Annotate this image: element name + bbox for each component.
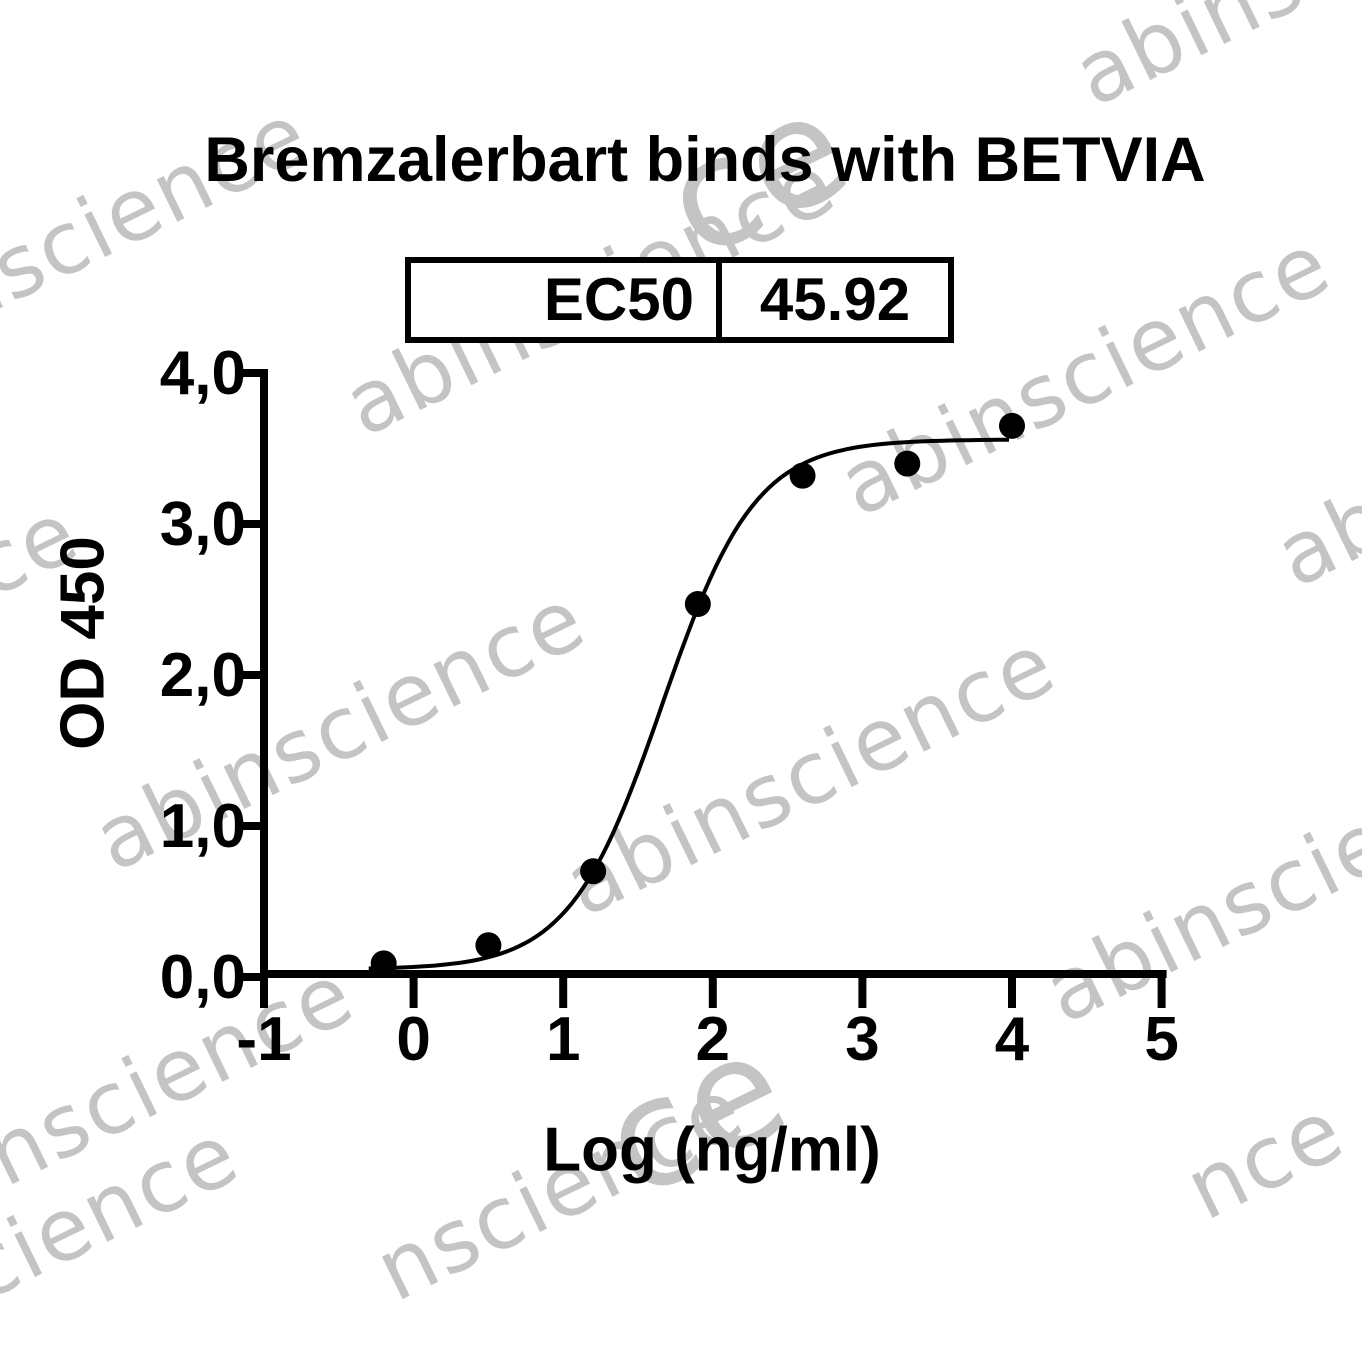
ec50-label: EC50 [543,266,694,333]
x-tick-label: 3 [845,1005,879,1074]
ec50-value-cell: 45.92 [722,263,948,337]
x-tick-label: -1 [236,1005,291,1074]
x-tick-label: 1 [546,1005,580,1074]
y-tick-label: 0,0 [160,943,246,1012]
x-tick-label: 2 [696,1005,730,1074]
x-tick-label: 5 [1144,1005,1178,1074]
dose-response-plot: -1 0 1 2 3 4 5 0,0 1,0 2,0 3,0 4,0 [160,339,1179,1074]
ec50-result-table: EC50 45.92 [405,257,954,343]
y-tick-label: 4,0 [160,339,246,408]
data-point [475,932,502,959]
data-point [370,950,397,977]
chart-layer: Bremzalerbart binds with BETVIA EC50 45.… [49,125,1206,1185]
x-tick-label: 4 [995,1005,1030,1074]
fit-curve [368,437,1010,971]
data-point [580,858,607,885]
data-point [894,450,921,477]
ec50-value: 45.92 [759,266,911,333]
y-tick-label: 1,0 [160,792,246,861]
data-point [789,462,816,489]
data-point [999,412,1025,439]
y-tick-label: 2,0 [160,641,246,710]
y-tick-label: 3,0 [160,490,246,559]
x-axis-title: Log (ng/ml) [543,1115,881,1185]
data-point [684,591,711,618]
ec50-label-cell: EC50 [411,263,722,337]
chart-title: Bremzalerbart binds with BETVIA [204,125,1206,195]
x-tick-label: 0 [396,1005,430,1074]
